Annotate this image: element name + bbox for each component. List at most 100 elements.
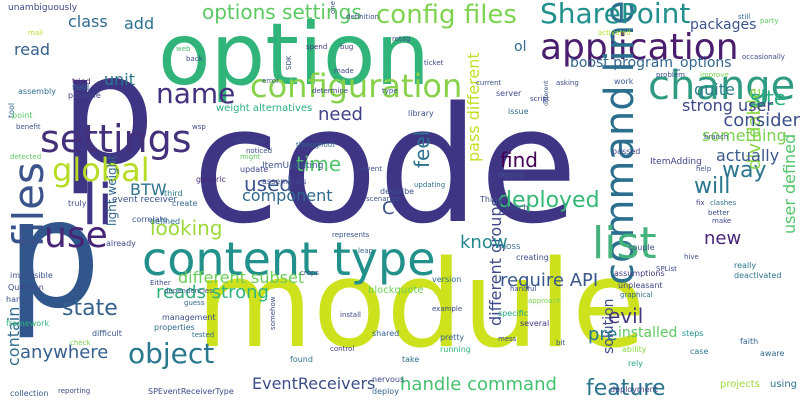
cloud-word-case: case: [690, 347, 709, 356]
cloud-word-event-receiver: event receiver: [112, 195, 178, 205]
cloud-word-blockquote: blockquote: [368, 285, 424, 296]
cloud-word-running: running: [440, 345, 471, 354]
cloud-word-point: point: [12, 111, 33, 120]
cloud-word-handle: handle: [6, 295, 34, 304]
cloud-word-moss: MOSS: [500, 243, 521, 251]
cloud-word-time: time: [296, 152, 342, 176]
cloud-word-better: better: [708, 209, 730, 217]
cloud-word-tested: tested: [192, 331, 215, 339]
cloud-word-either: Either: [150, 279, 171, 287]
cloud-word-c: C: [382, 198, 395, 219]
cloud-word-much: much: [506, 203, 529, 212]
cloud-word-event: event: [362, 165, 382, 173]
cloud-word-shared: shared: [372, 329, 400, 338]
cloud-word-updating: updating: [414, 181, 446, 189]
cloud-word-generic: generic: [196, 175, 226, 184]
cloud-word-unit: unit: [104, 70, 135, 89]
cloud-word-version: version: [432, 275, 462, 284]
cloud-word-approach: approach: [528, 297, 561, 305]
cloud-word-li: li: [82, 173, 114, 238]
cloud-word-work: work: [614, 77, 634, 86]
cloud-word-looking: looking: [150, 216, 223, 240]
cloud-word-determine: determine: [312, 87, 349, 95]
cloud-word-scenarios: scenarios: [366, 195, 400, 203]
cloud-word-name: name: [156, 77, 236, 110]
cloud-word-files: files: [4, 162, 53, 248]
cloud-word-passed: passed: [612, 147, 641, 156]
cloud-word-unpleasant: unpleasant: [618, 281, 663, 290]
cloud-word-occasionally: occasionally: [742, 53, 785, 61]
cloud-word-clashes: clashes: [710, 199, 737, 207]
cloud-word-deployed: deployed: [498, 188, 600, 213]
cloud-word-ability: ability: [622, 345, 647, 354]
cloud-word-current: current: [476, 79, 502, 87]
cloud-word-definition: definition: [346, 13, 379, 21]
cloud-word-found: found: [290, 355, 313, 364]
cloud-word-handful: handful: [510, 285, 537, 293]
cloud-word-different-groups: different groups: [486, 198, 505, 326]
cloud-word-reluctant: reluctant: [234, 137, 266, 145]
cloud-word-improve: improve: [700, 71, 729, 79]
cloud-word-packages: packages: [690, 17, 757, 33]
cloud-word-make: make: [712, 217, 732, 225]
cloud-word-one: one: [329, 0, 337, 14]
cloud-word-object: object: [128, 337, 215, 370]
cloud-word-possible: possible: [68, 91, 101, 100]
cloud-word-eventreceivers: EventReceivers: [252, 374, 376, 393]
cloud-word-collection: collection: [10, 389, 49, 398]
cloud-word-asking: asking: [556, 79, 579, 87]
cloud-word-correlate: correlate: [132, 215, 168, 224]
cloud-word-activated: activated: [598, 29, 631, 37]
cloud-word-projects: projects: [720, 379, 760, 390]
cloud-word-option: option: [158, 5, 430, 105]
cloud-word-might: might: [240, 153, 261, 161]
cloud-word-class: class: [68, 12, 108, 31]
cloud-word-ticket: ticket: [424, 59, 444, 67]
cloud-word-sdk: SDK: [285, 55, 293, 70]
cloud-word-way: way: [722, 158, 767, 183]
cloud-word-leap: leap: [358, 247, 373, 255]
cloud-word-field: field: [72, 83, 90, 92]
cloud-word-quite: quite: [694, 80, 735, 99]
cloud-word-p: p: [6, 168, 102, 342]
cloud-word-reporting: reporting: [58, 387, 91, 395]
cloud-word-third: third: [164, 189, 183, 198]
cloud-word-actually: actually: [716, 146, 780, 165]
cloud-word-guess: guess: [184, 299, 205, 307]
cloud-word-management: management: [162, 313, 216, 322]
cloud-word-retag: retag: [392, 35, 411, 43]
cloud-word-throughout: throughout: [296, 141, 335, 149]
cloud-word-error: error: [262, 77, 279, 85]
cloud-word-handle-command: handle command: [400, 374, 557, 395]
cloud-word-will: will: [694, 174, 731, 199]
cloud-word-consider: consider: [723, 110, 800, 131]
cloud-word-itemadding: ItemAdding: [650, 157, 702, 167]
cloud-word-spend: spend: [306, 43, 328, 51]
cloud-word-example: example: [432, 305, 463, 313]
cloud-word-library: library: [408, 109, 434, 118]
cloud-word-using: using: [770, 379, 798, 390]
cloud-word-create: create: [172, 199, 198, 208]
cloud-word-made: made: [334, 67, 354, 75]
cloud-word-script: script: [530, 95, 550, 103]
cloud-word-assumptions: assumptions: [614, 269, 665, 278]
cloud-word-mess: mess: [498, 335, 517, 343]
cloud-word-require-api: require API: [500, 270, 599, 291]
cloud-word-know: know: [460, 232, 508, 253]
cloud-word-site: site: [750, 86, 787, 110]
cloud-word-boost-program-options: boost program_options: [570, 55, 732, 71]
cloud-word-p: p: [60, 24, 156, 198]
cloud-word-take: take: [402, 355, 420, 364]
cloud-word-pretty: pretty: [440, 333, 465, 342]
cloud-word-bug: bug: [340, 43, 354, 51]
cloud-word-type: type: [382, 87, 398, 95]
cloud-word-feel: feel: [410, 130, 434, 168]
cloud-word-deactivated: deactivated: [734, 271, 782, 280]
cloud-word-framework: framework: [6, 319, 50, 328]
cloud-word-application: application: [540, 27, 739, 68]
cloud-word-weight-alternatives: weight alternatives: [216, 103, 313, 114]
cloud-word-issue: issue: [508, 107, 529, 116]
cloud-word-properties: properties: [154, 323, 195, 332]
cloud-word-pre: pre: [588, 324, 618, 345]
